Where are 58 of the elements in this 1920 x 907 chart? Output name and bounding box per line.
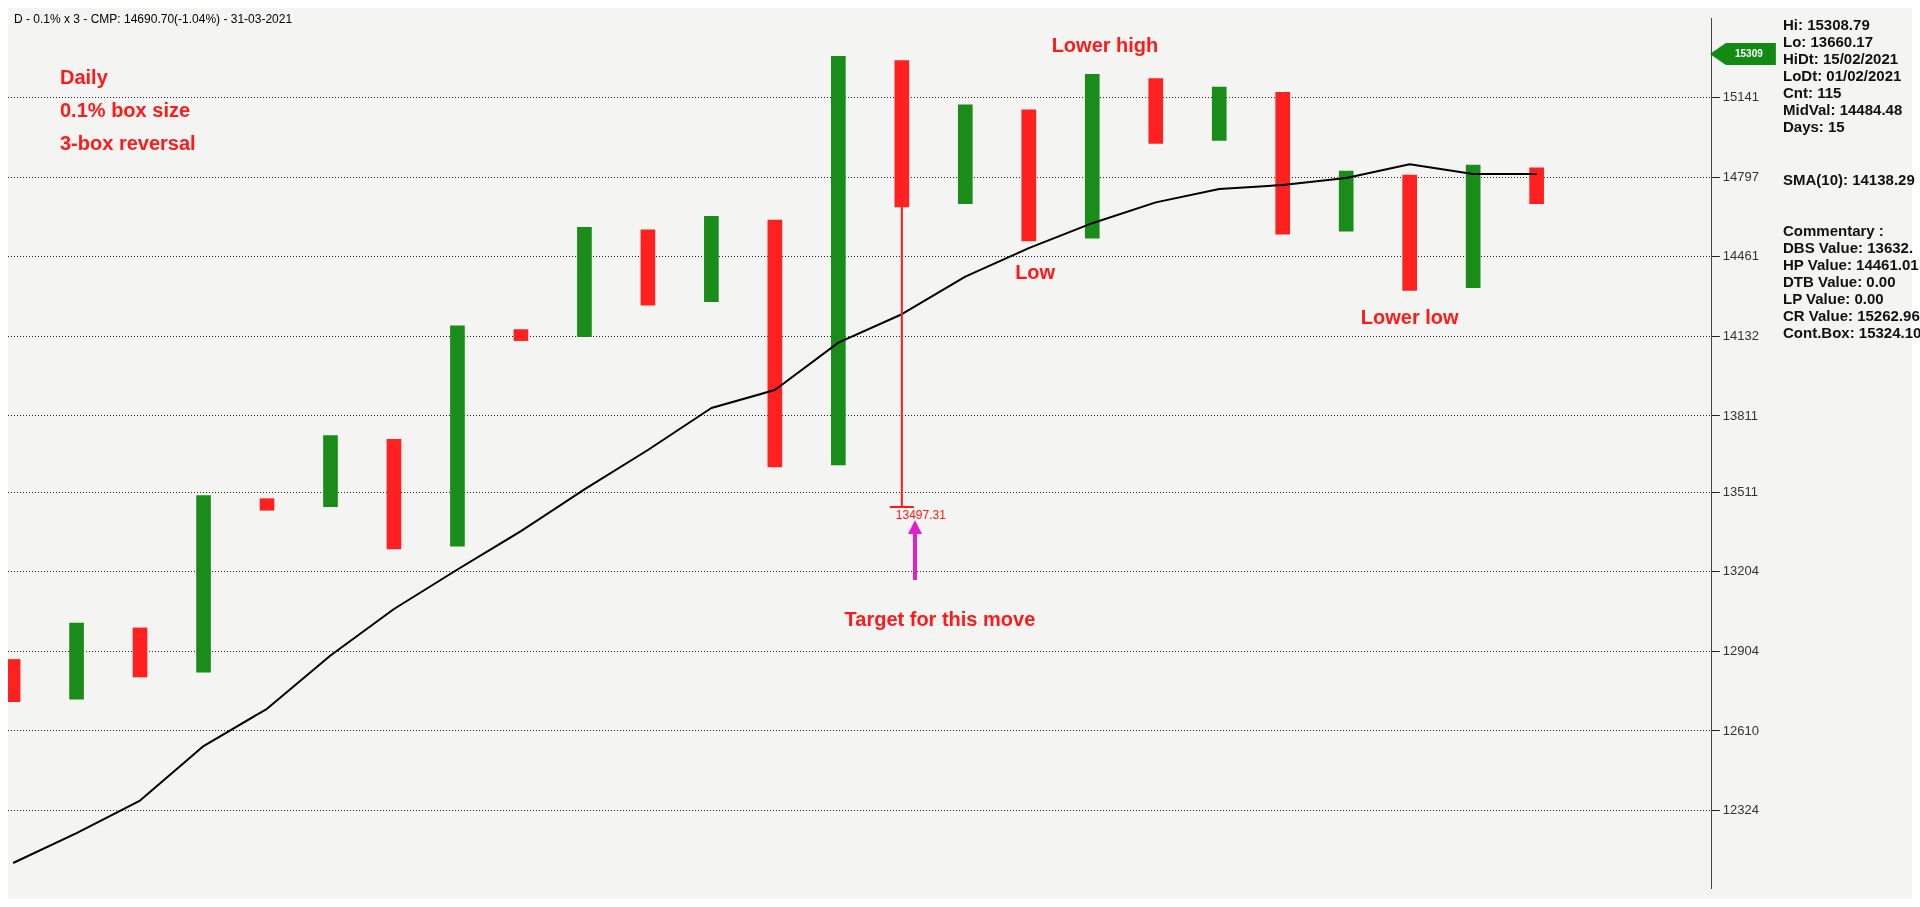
- annotation: 3-box reversal: [60, 131, 196, 154]
- bar: [1148, 78, 1164, 144]
- bar: [1211, 86, 1227, 141]
- text: LP Value: 0.00: [1783, 290, 1884, 307]
- bar: [704, 215, 719, 302]
- annotation: Low: [1015, 260, 1056, 283]
- text: Commentary :: [1783, 222, 1884, 239]
- text: LoDt: 01/02/2021: [1783, 67, 1902, 84]
- bar: [386, 439, 402, 550]
- text: CR Value: 15262.96: [1783, 307, 1920, 324]
- bar: [1465, 164, 1481, 288]
- chart-title: D - 0.1% x 3 - CMP: 14690.70(-1.04%) - 31-03-2021: [14, 12, 293, 27]
- bar: [259, 498, 275, 511]
- y-tick-label: 13511: [1722, 483, 1759, 499]
- bar: [1402, 174, 1418, 291]
- bar: [69, 622, 84, 700]
- annotation: 0.1% box size: [60, 98, 191, 121]
- text: DBS Value: 13632.: [1783, 239, 1914, 256]
- annotation: Lower low: [1360, 305, 1460, 328]
- bar: [513, 329, 529, 341]
- bar: [132, 627, 148, 678]
- y-tick-label: 13204: [1722, 563, 1760, 579]
- bar: [450, 325, 465, 547]
- text: Cont.Box: 15324.10: [1783, 324, 1920, 341]
- y-tick-label: 14132: [1722, 328, 1760, 344]
- text: Hi: 15308.79: [1783, 16, 1870, 33]
- y-tick-label: 13811: [1722, 407, 1759, 423]
- bar: [1084, 73, 1100, 239]
- y-tick-label: 14461: [1722, 248, 1760, 264]
- text: SMA(10): 14138.29: [1783, 171, 1915, 188]
- text: Lo: 13660.17: [1783, 33, 1874, 50]
- y-tick-label: 12610: [1722, 722, 1760, 738]
- annotation: Target for this move: [844, 607, 1036, 630]
- text: HP Value: 14461.01: [1783, 256, 1919, 273]
- text: Cnt: 115: [1783, 84, 1842, 101]
- bar: [640, 229, 656, 306]
- text: HiDt: 15/02/2021: [1783, 50, 1899, 67]
- bar: [577, 226, 592, 338]
- y-tick-label: 12324: [1722, 801, 1760, 817]
- bar: [323, 435, 338, 507]
- annotation: Daily: [60, 65, 109, 88]
- text: DTB Value: 0.00: [1783, 273, 1896, 290]
- bar: [831, 56, 846, 466]
- bar: [1275, 91, 1291, 235]
- y-tick-label: 14797: [1722, 168, 1760, 184]
- annotation: Lower high: [1051, 33, 1159, 56]
- bar: [1021, 109, 1037, 242]
- bar: [767, 219, 783, 468]
- annotation: 13497.31: [895, 508, 947, 523]
- text: Days: 15: [1783, 118, 1845, 135]
- bar: [1338, 170, 1354, 232]
- y-tick-label: 15141: [1722, 89, 1760, 105]
- bar: [1529, 167, 1544, 205]
- text: MidVal: 14484.48: [1783, 101, 1903, 118]
- bar: [196, 495, 211, 673]
- text: 15309: [1734, 47, 1764, 59]
- bar: [957, 104, 973, 205]
- y-tick-label: 12904: [1722, 642, 1760, 658]
